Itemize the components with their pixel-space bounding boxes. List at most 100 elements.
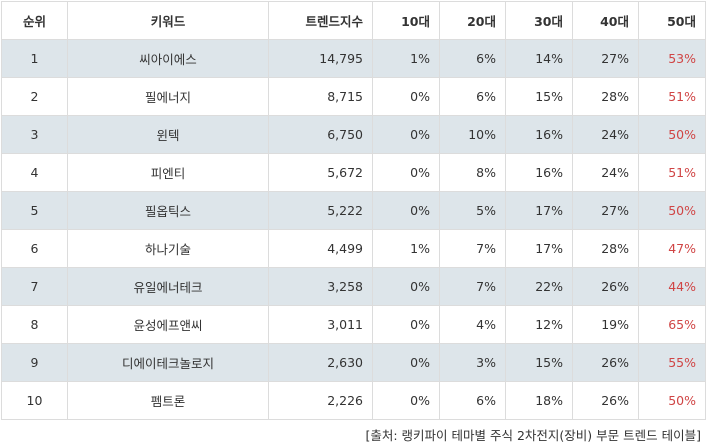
age-30s-cell: 17%	[505, 229, 573, 268]
table-row: 5 필옵틱스 5,222 0% 5% 17% 27% 50%	[1, 191, 706, 230]
age-30s-cell: 17%	[505, 191, 573, 230]
keyword-cell: 하나기술	[67, 229, 269, 268]
age-10s-cell: 0%	[372, 115, 440, 154]
rank-cell: 5	[1, 191, 68, 230]
table-row: 3 윈텍 6,750 0% 10% 16% 24% 50%	[1, 115, 706, 154]
age-50s-cell: 51%	[638, 77, 706, 116]
table-row: 8 윤성에프앤씨 3,011 0% 4% 12% 19% 65%	[1, 305, 706, 344]
age-40s-cell: 28%	[572, 229, 639, 268]
keyword-cell: 윈텍	[67, 115, 269, 154]
rank-cell: 1	[1, 39, 68, 78]
age-30s-cell: 18%	[505, 381, 573, 420]
header-keyword: 키워드	[67, 1, 269, 40]
age-30s-cell: 15%	[505, 77, 573, 116]
trend-index-cell: 5,222	[268, 191, 373, 230]
trend-index-cell: 14,795	[268, 39, 373, 78]
rank-cell: 9	[1, 343, 68, 382]
age-50s-cell: 50%	[638, 191, 706, 230]
table-row: 4 피엔티 5,672 0% 8% 16% 24% 51%	[1, 153, 706, 192]
age-30s-cell: 15%	[505, 343, 573, 382]
keyword-cell: 씨아이에스	[67, 39, 269, 78]
age-30s-cell: 16%	[505, 115, 573, 154]
age-20s-cell: 7%	[439, 229, 506, 268]
rank-cell: 10	[1, 381, 68, 420]
table-row: 9 디에이테크놀로지 2,630 0% 3% 15% 26% 55%	[1, 343, 706, 382]
trend-index-cell: 2,226	[268, 381, 373, 420]
rank-cell: 3	[1, 115, 68, 154]
keyword-cell: 유일에너테크	[67, 267, 269, 306]
table-row: 7 유일에너테크 3,258 0% 7% 22% 26% 44%	[1, 267, 706, 306]
table-row: 1 씨아이에스 14,795 1% 6% 14% 27% 53%	[1, 39, 706, 78]
age-50s-cell: 50%	[638, 115, 706, 154]
table-row: 10 펨트론 2,226 0% 6% 18% 26% 50%	[1, 381, 706, 420]
keyword-cell: 윤성에프앤씨	[67, 305, 269, 344]
age-20s-cell: 7%	[439, 267, 506, 306]
age-10s-cell: 0%	[372, 267, 440, 306]
age-10s-cell: 0%	[372, 343, 440, 382]
header-rank: 순위	[1, 1, 68, 40]
age-30s-cell: 12%	[505, 305, 573, 344]
age-40s-cell: 26%	[572, 343, 639, 382]
rank-cell: 6	[1, 229, 68, 268]
header-row: 순위 키워드 트렌드지수 10대 20대 30대 40대 50대	[1, 1, 706, 40]
rank-cell: 7	[1, 267, 68, 306]
age-20s-cell: 4%	[439, 305, 506, 344]
trend-index-cell: 8,715	[268, 77, 373, 116]
header-age-40s: 40대	[572, 1, 639, 40]
source-note: [출처: 랭키파이 테마별 주식 2차전지(장비) 부문 트렌드 테이블]	[365, 428, 702, 443]
age-40s-cell: 27%	[572, 191, 639, 230]
age-10s-cell: 0%	[372, 191, 440, 230]
age-10s-cell: 0%	[372, 381, 440, 420]
trend-index-cell: 3,258	[268, 267, 373, 306]
header-age-50s: 50대	[638, 1, 706, 40]
keyword-cell: 디에이테크놀로지	[67, 343, 269, 382]
age-20s-cell: 3%	[439, 343, 506, 382]
age-50s-cell: 44%	[638, 267, 706, 306]
age-20s-cell: 10%	[439, 115, 506, 154]
age-40s-cell: 26%	[572, 381, 639, 420]
trend-index-cell: 2,630	[268, 343, 373, 382]
age-40s-cell: 26%	[572, 267, 639, 306]
rank-cell: 8	[1, 305, 68, 344]
age-40s-cell: 19%	[572, 305, 639, 344]
age-20s-cell: 5%	[439, 191, 506, 230]
age-50s-cell: 47%	[638, 229, 706, 268]
age-10s-cell: 0%	[372, 305, 440, 344]
age-30s-cell: 16%	[505, 153, 573, 192]
header-age-10s: 10대	[372, 1, 440, 40]
age-50s-cell: 55%	[638, 343, 706, 382]
age-20s-cell: 8%	[439, 153, 506, 192]
keyword-cell: 필옵틱스	[67, 191, 269, 230]
table-row: 6 하나기술 4,499 1% 7% 17% 28% 47%	[1, 229, 706, 268]
table-row: 2 필에너지 8,715 0% 6% 15% 28% 51%	[1, 77, 706, 116]
trend-index-cell: 4,499	[268, 229, 373, 268]
age-50s-cell: 51%	[638, 153, 706, 192]
header-age-20s: 20대	[439, 1, 506, 40]
rank-cell: 4	[1, 153, 68, 192]
age-20s-cell: 6%	[439, 39, 506, 78]
age-30s-cell: 22%	[505, 267, 573, 306]
age-10s-cell: 1%	[372, 39, 440, 78]
keyword-cell: 피엔티	[67, 153, 269, 192]
trend-index-cell: 5,672	[268, 153, 373, 192]
keyword-cell: 펨트론	[67, 381, 269, 420]
age-50s-cell: 65%	[638, 305, 706, 344]
keyword-cell: 필에너지	[67, 77, 269, 116]
age-20s-cell: 6%	[439, 381, 506, 420]
age-20s-cell: 6%	[439, 77, 506, 116]
age-40s-cell: 27%	[572, 39, 639, 78]
age-40s-cell: 24%	[572, 153, 639, 192]
age-40s-cell: 24%	[572, 115, 639, 154]
age-30s-cell: 14%	[505, 39, 573, 78]
trend-index-cell: 6,750	[268, 115, 373, 154]
age-40s-cell: 28%	[572, 77, 639, 116]
trend-index-cell: 3,011	[268, 305, 373, 344]
trend-table: 순위 키워드 트렌드지수 10대 20대 30대 40대 50대 1 씨아이에스…	[1, 1, 706, 420]
age-50s-cell: 53%	[638, 39, 706, 78]
rank-cell: 2	[1, 77, 68, 116]
age-10s-cell: 1%	[372, 229, 440, 268]
header-age-30s: 30대	[505, 1, 573, 40]
header-trend-index: 트렌드지수	[268, 1, 373, 40]
age-10s-cell: 0%	[372, 77, 440, 116]
age-50s-cell: 50%	[638, 381, 706, 420]
